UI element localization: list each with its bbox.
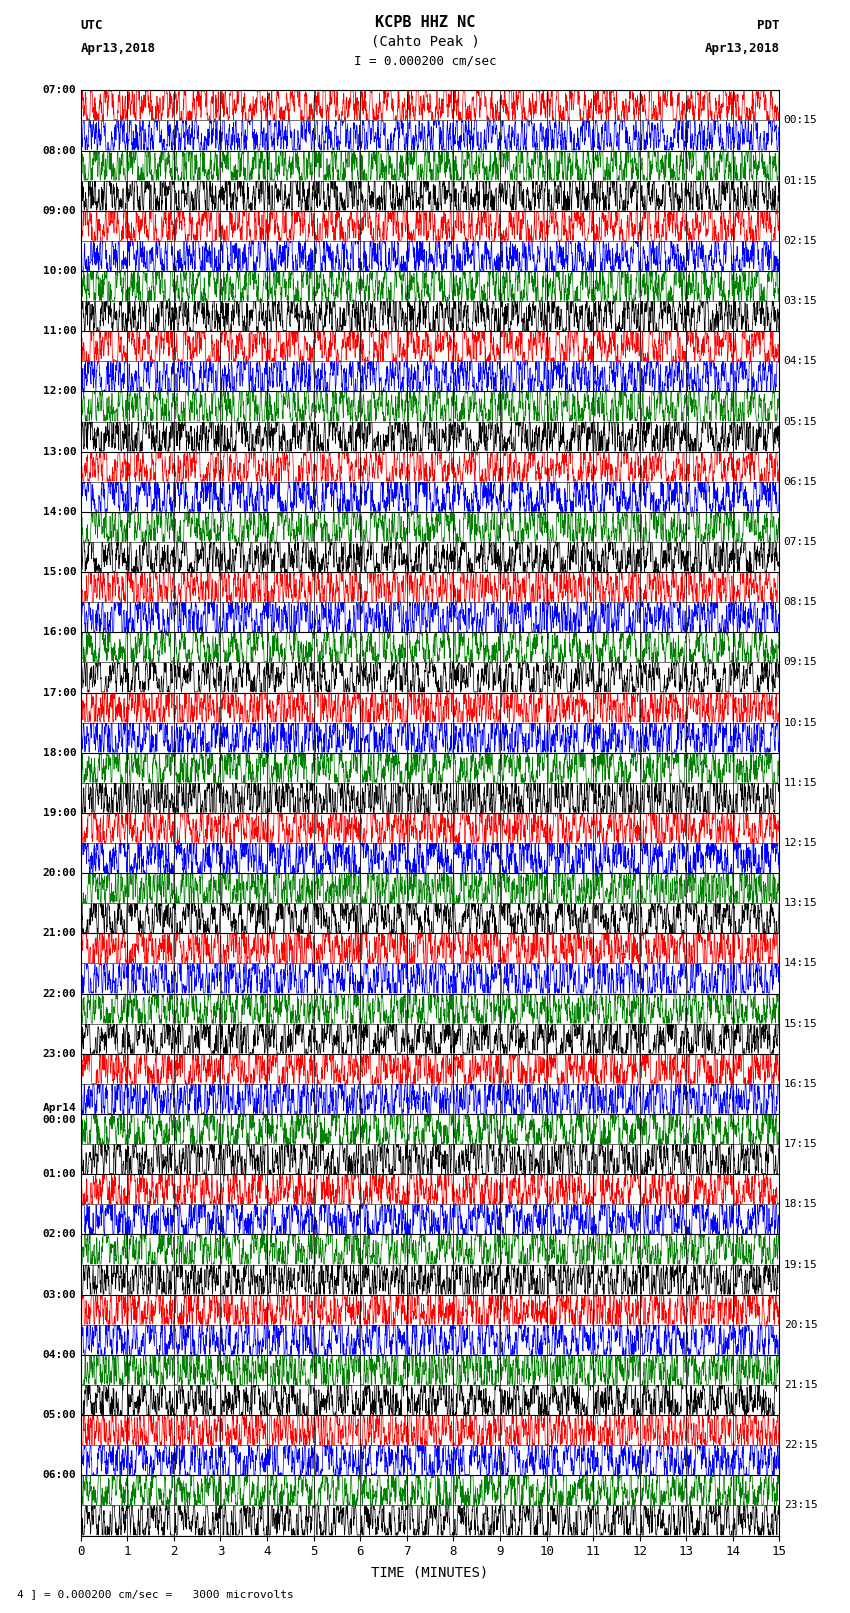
Text: Apr13,2018: Apr13,2018 [705, 42, 779, 55]
Text: 03:15: 03:15 [784, 297, 818, 306]
Text: 17:15: 17:15 [784, 1139, 818, 1148]
X-axis label: TIME (MINUTES): TIME (MINUTES) [371, 1565, 489, 1579]
Text: 10:00: 10:00 [42, 266, 76, 276]
Text: 13:00: 13:00 [42, 447, 76, 456]
Text: 05:15: 05:15 [784, 416, 818, 426]
Text: 02:00: 02:00 [42, 1229, 76, 1239]
Text: 21:00: 21:00 [42, 929, 76, 939]
Text: 00:15: 00:15 [784, 116, 818, 126]
Text: 13:15: 13:15 [784, 898, 818, 908]
Text: 16:00: 16:00 [42, 627, 76, 637]
Text: 05:00: 05:00 [42, 1410, 76, 1419]
Text: (Cahto Peak ): (Cahto Peak ) [371, 35, 479, 48]
Text: 11:00: 11:00 [42, 326, 76, 336]
Text: 07:15: 07:15 [784, 537, 818, 547]
Text: 08:00: 08:00 [42, 145, 76, 155]
Text: 06:00: 06:00 [42, 1471, 76, 1481]
Text: 12:15: 12:15 [784, 839, 818, 848]
Text: 09:00: 09:00 [42, 206, 76, 216]
Text: Apr13,2018: Apr13,2018 [81, 42, 156, 55]
Text: 03:00: 03:00 [42, 1290, 76, 1300]
Text: 07:00: 07:00 [42, 85, 76, 95]
Text: 10:15: 10:15 [784, 718, 818, 727]
Text: I = 0.000200 cm/sec: I = 0.000200 cm/sec [354, 55, 496, 68]
Text: 06:15: 06:15 [784, 477, 818, 487]
Text: 01:15: 01:15 [784, 176, 818, 185]
Text: PDT: PDT [757, 19, 779, 32]
Text: 14:00: 14:00 [42, 506, 76, 516]
Text: 04:00: 04:00 [42, 1350, 76, 1360]
Text: 20:00: 20:00 [42, 868, 76, 877]
Text: 15:00: 15:00 [42, 568, 76, 577]
Text: 11:15: 11:15 [784, 777, 818, 787]
Text: 18:00: 18:00 [42, 748, 76, 758]
Text: KCPB HHZ NC: KCPB HHZ NC [375, 15, 475, 31]
Text: 21:15: 21:15 [784, 1381, 818, 1390]
Text: 20:15: 20:15 [784, 1319, 818, 1329]
Text: 4 ] = 0.000200 cm/sec =   3000 microvolts: 4 ] = 0.000200 cm/sec = 3000 microvolts [17, 1589, 294, 1598]
Text: 16:15: 16:15 [784, 1079, 818, 1089]
Text: 23:00: 23:00 [42, 1048, 76, 1058]
Text: 23:15: 23:15 [784, 1500, 818, 1510]
Text: 22:00: 22:00 [42, 989, 76, 998]
Text: 18:15: 18:15 [784, 1200, 818, 1210]
Text: 22:15: 22:15 [784, 1440, 818, 1450]
Text: 17:00: 17:00 [42, 687, 76, 697]
Text: 08:15: 08:15 [784, 597, 818, 606]
Text: 14:15: 14:15 [784, 958, 818, 968]
Text: 19:00: 19:00 [42, 808, 76, 818]
Text: Apr14
00:00: Apr14 00:00 [42, 1103, 76, 1124]
Text: 02:15: 02:15 [784, 235, 818, 245]
Text: 01:00: 01:00 [42, 1169, 76, 1179]
Text: 19:15: 19:15 [784, 1260, 818, 1269]
Text: 12:00: 12:00 [42, 387, 76, 397]
Text: UTC: UTC [81, 19, 103, 32]
Text: 04:15: 04:15 [784, 356, 818, 366]
Text: 09:15: 09:15 [784, 658, 818, 668]
Text: 15:15: 15:15 [784, 1019, 818, 1029]
